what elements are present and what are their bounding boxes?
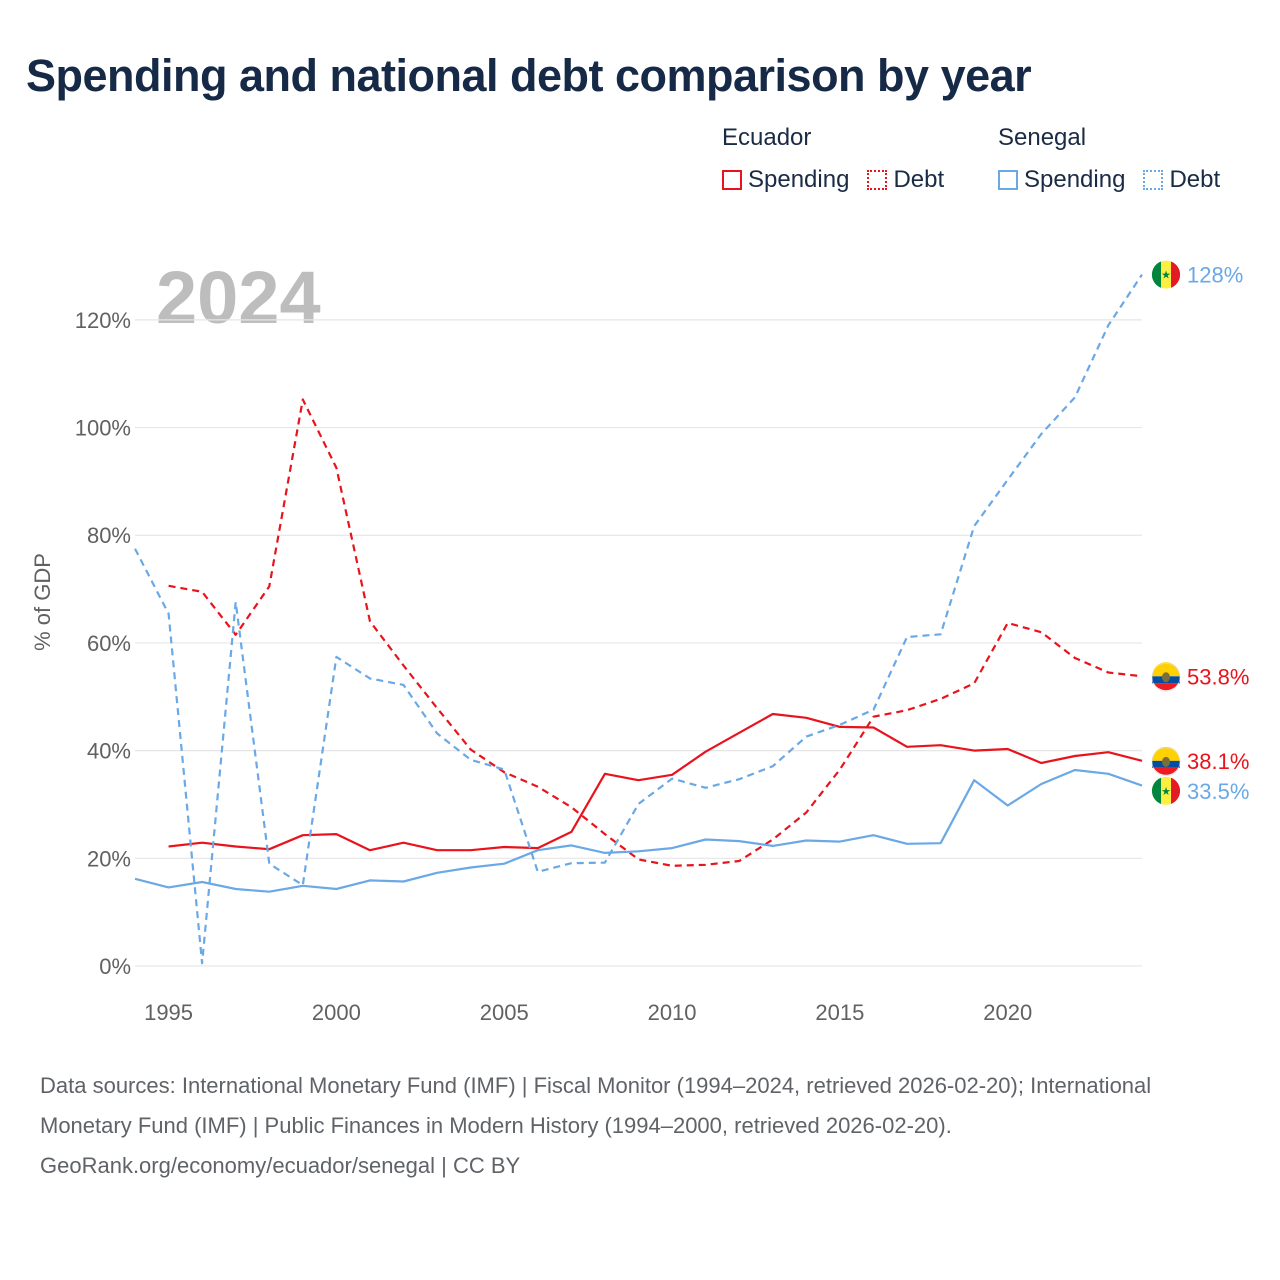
line-chart: 2024 % of GDP 0% 20% 40% 60% 80% 100% 120% 199… [30, 256, 1249, 1025]
ecuador-flag-icon [1151, 662, 1181, 692]
y-axis-label: % of GDP [30, 553, 55, 651]
legend-senegal-spending[interactable]: Spending [998, 166, 1125, 194]
svg-text:★: ★ [1161, 270, 1171, 282]
x-tick-label: 2015 [815, 1000, 864, 1025]
ecuador-flag-icon [1151, 746, 1181, 777]
legend-swatch-dotted [867, 170, 888, 190]
x-tick-label: 2005 [480, 1000, 529, 1025]
x-tick-label: 2010 [648, 1000, 697, 1025]
current-year-label: 2024 [156, 256, 321, 339]
legend-item-label: Debt [893, 166, 945, 193]
series-line[interactable] [168, 712, 1143, 852]
series-end-label: 33.5% [1187, 779, 1249, 804]
chart-title: Spending and national debt comparison by… [26, 50, 1032, 101]
legend-item-label: Spending [1024, 166, 1126, 193]
legend-group-name: Ecuador [722, 124, 812, 151]
footer: Data sources: International Monetary Fun… [40, 1066, 1240, 1186]
legend-ecuador-spending[interactable]: Spending [722, 166, 849, 194]
y-tick-label: 100% [75, 416, 131, 441]
end-labels: ★ 128% 53.8% 38.1% ★ 33.5% [1151, 260, 1249, 805]
x-tick-label: 2020 [983, 1000, 1032, 1025]
y-tick-label: 80% [87, 523, 131, 548]
series-line[interactable] [168, 398, 1143, 867]
x-axis-ticks: 1995 2000 2005 2010 2015 2020 [144, 1000, 1032, 1025]
x-tick-label: 1995 [144, 1000, 193, 1025]
legend-item-label: Spending [748, 166, 850, 193]
svg-text:★: ★ [1161, 786, 1171, 798]
y-tick-label: 120% [75, 308, 131, 333]
y-tick-label: 0% [99, 954, 131, 979]
series-end-label: 128% [1187, 263, 1243, 288]
legend-swatch-dotted [1143, 170, 1164, 190]
senegal-flag-icon: ★ [1151, 776, 1181, 805]
credit-link[interactable]: GeoRank.org/economy/ecuador/senegal | CC… [40, 1153, 521, 1178]
series-line[interactable] [134, 273, 1143, 965]
legend-group-name: Senegal [998, 124, 1087, 151]
senegal-flag-icon: ★ [1151, 260, 1181, 289]
legend-swatch-solid [722, 170, 742, 190]
series-end-label: 38.1% [1187, 749, 1249, 774]
series-line[interactable] [134, 768, 1143, 893]
y-tick-label: 40% [87, 739, 131, 764]
legend-group-ecuador: Ecuador Spending Debt [722, 124, 962, 194]
y-tick-label: 60% [87, 631, 131, 656]
legend-item-label: Debt [1169, 166, 1221, 193]
data-sources: Data sources: International Monetary Fun… [40, 1073, 1152, 1138]
y-axis-ticks: 0% 20% 40% 60% 80% 100% 120% [75, 308, 131, 979]
series-lines [134, 273, 1143, 965]
legend-group-senegal: Senegal Spending Debt [998, 124, 1238, 194]
y-tick-label: 20% [87, 846, 131, 871]
x-tick-label: 2000 [312, 1000, 361, 1025]
legend-ecuador-debt[interactable]: Debt [867, 166, 944, 194]
legend-swatch-solid [998, 170, 1018, 190]
gridlines [135, 319, 1142, 967]
series-end-label: 53.8% [1187, 664, 1249, 689]
legend-senegal-debt[interactable]: Debt [1143, 166, 1220, 194]
